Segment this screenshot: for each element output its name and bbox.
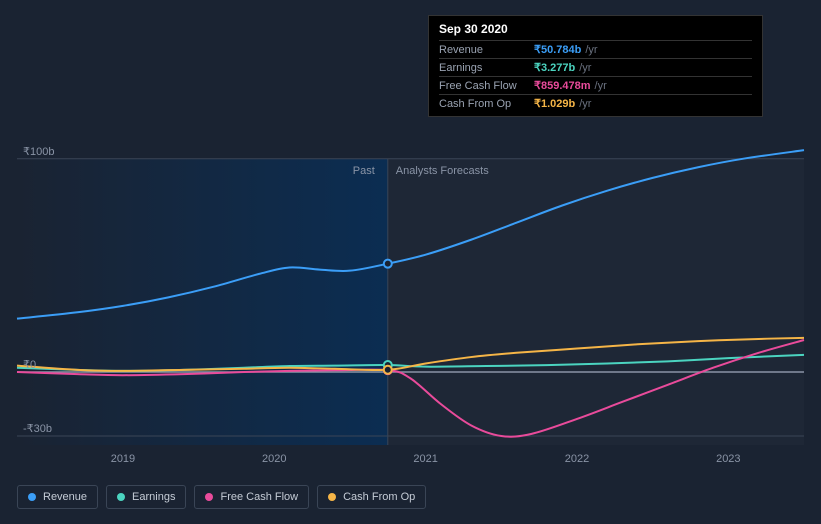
tooltip-metric-unit: /yr bbox=[585, 44, 597, 56]
tooltip-metric-label: Earnings bbox=[439, 62, 534, 74]
chart-tooltip: Sep 30 2020 Revenue₹50.784b/yrEarnings₹3… bbox=[428, 15, 763, 117]
legend-dot-icon bbox=[28, 493, 36, 501]
tooltip-metric-unit: /yr bbox=[595, 80, 607, 92]
y-axis-label: ₹0 bbox=[23, 358, 36, 371]
legend-label: Earnings bbox=[132, 491, 175, 503]
legend-dot-icon bbox=[205, 493, 213, 501]
tooltip-metric-value: ₹3.277b bbox=[534, 61, 575, 74]
tooltip-metric-label: Cash From Op bbox=[439, 98, 534, 110]
tooltip-metric-label: Revenue bbox=[439, 44, 534, 56]
tooltip-row-fcf: Free Cash Flow₹859.478m/yr bbox=[439, 77, 752, 95]
legend-label: Cash From Op bbox=[343, 491, 415, 503]
tooltip-row-revenue: Revenue₹50.784b/yr bbox=[439, 41, 752, 59]
y-axis-label: ₹100b bbox=[23, 145, 54, 158]
marker-revenue bbox=[384, 260, 392, 268]
legend-item-cfo[interactable]: Cash From Op bbox=[317, 485, 426, 509]
tooltip-row-cfo: Cash From Op₹1.029b/yr bbox=[439, 95, 752, 112]
marker-cfo bbox=[384, 366, 392, 374]
x-axis-label: 2021 bbox=[413, 453, 437, 524]
legend-label: Revenue bbox=[43, 491, 87, 503]
legend-item-fcf[interactable]: Free Cash Flow bbox=[194, 485, 309, 509]
tooltip-metric-unit: /yr bbox=[579, 62, 591, 74]
tooltip-date: Sep 30 2020 bbox=[439, 22, 752, 41]
forecast-label: Analysts Forecasts bbox=[396, 165, 489, 177]
tooltip-metric-value: ₹50.784b bbox=[534, 43, 581, 56]
tooltip-metric-unit: /yr bbox=[579, 98, 591, 110]
tooltip-metric-value: ₹859.478m bbox=[534, 79, 591, 92]
tooltip-row-earnings: Earnings₹3.277b/yr bbox=[439, 59, 752, 77]
tooltip-metric-label: Free Cash Flow bbox=[439, 80, 534, 92]
tooltip-metric-value: ₹1.029b bbox=[534, 97, 575, 110]
past-label: Past bbox=[353, 165, 375, 177]
chart-legend: Revenue Earnings Free Cash Flow Cash From O… bbox=[17, 485, 426, 509]
legend-dot-icon bbox=[328, 493, 336, 501]
legend-item-revenue[interactable]: Revenue bbox=[17, 485, 98, 509]
x-axis-label: 2020 bbox=[262, 453, 286, 524]
x-axis-label: 2023 bbox=[716, 453, 740, 524]
x-axis-label: 2022 bbox=[565, 453, 589, 524]
y-axis-label: -₹30b bbox=[23, 422, 52, 435]
x-axis-label: 2019 bbox=[111, 453, 135, 524]
